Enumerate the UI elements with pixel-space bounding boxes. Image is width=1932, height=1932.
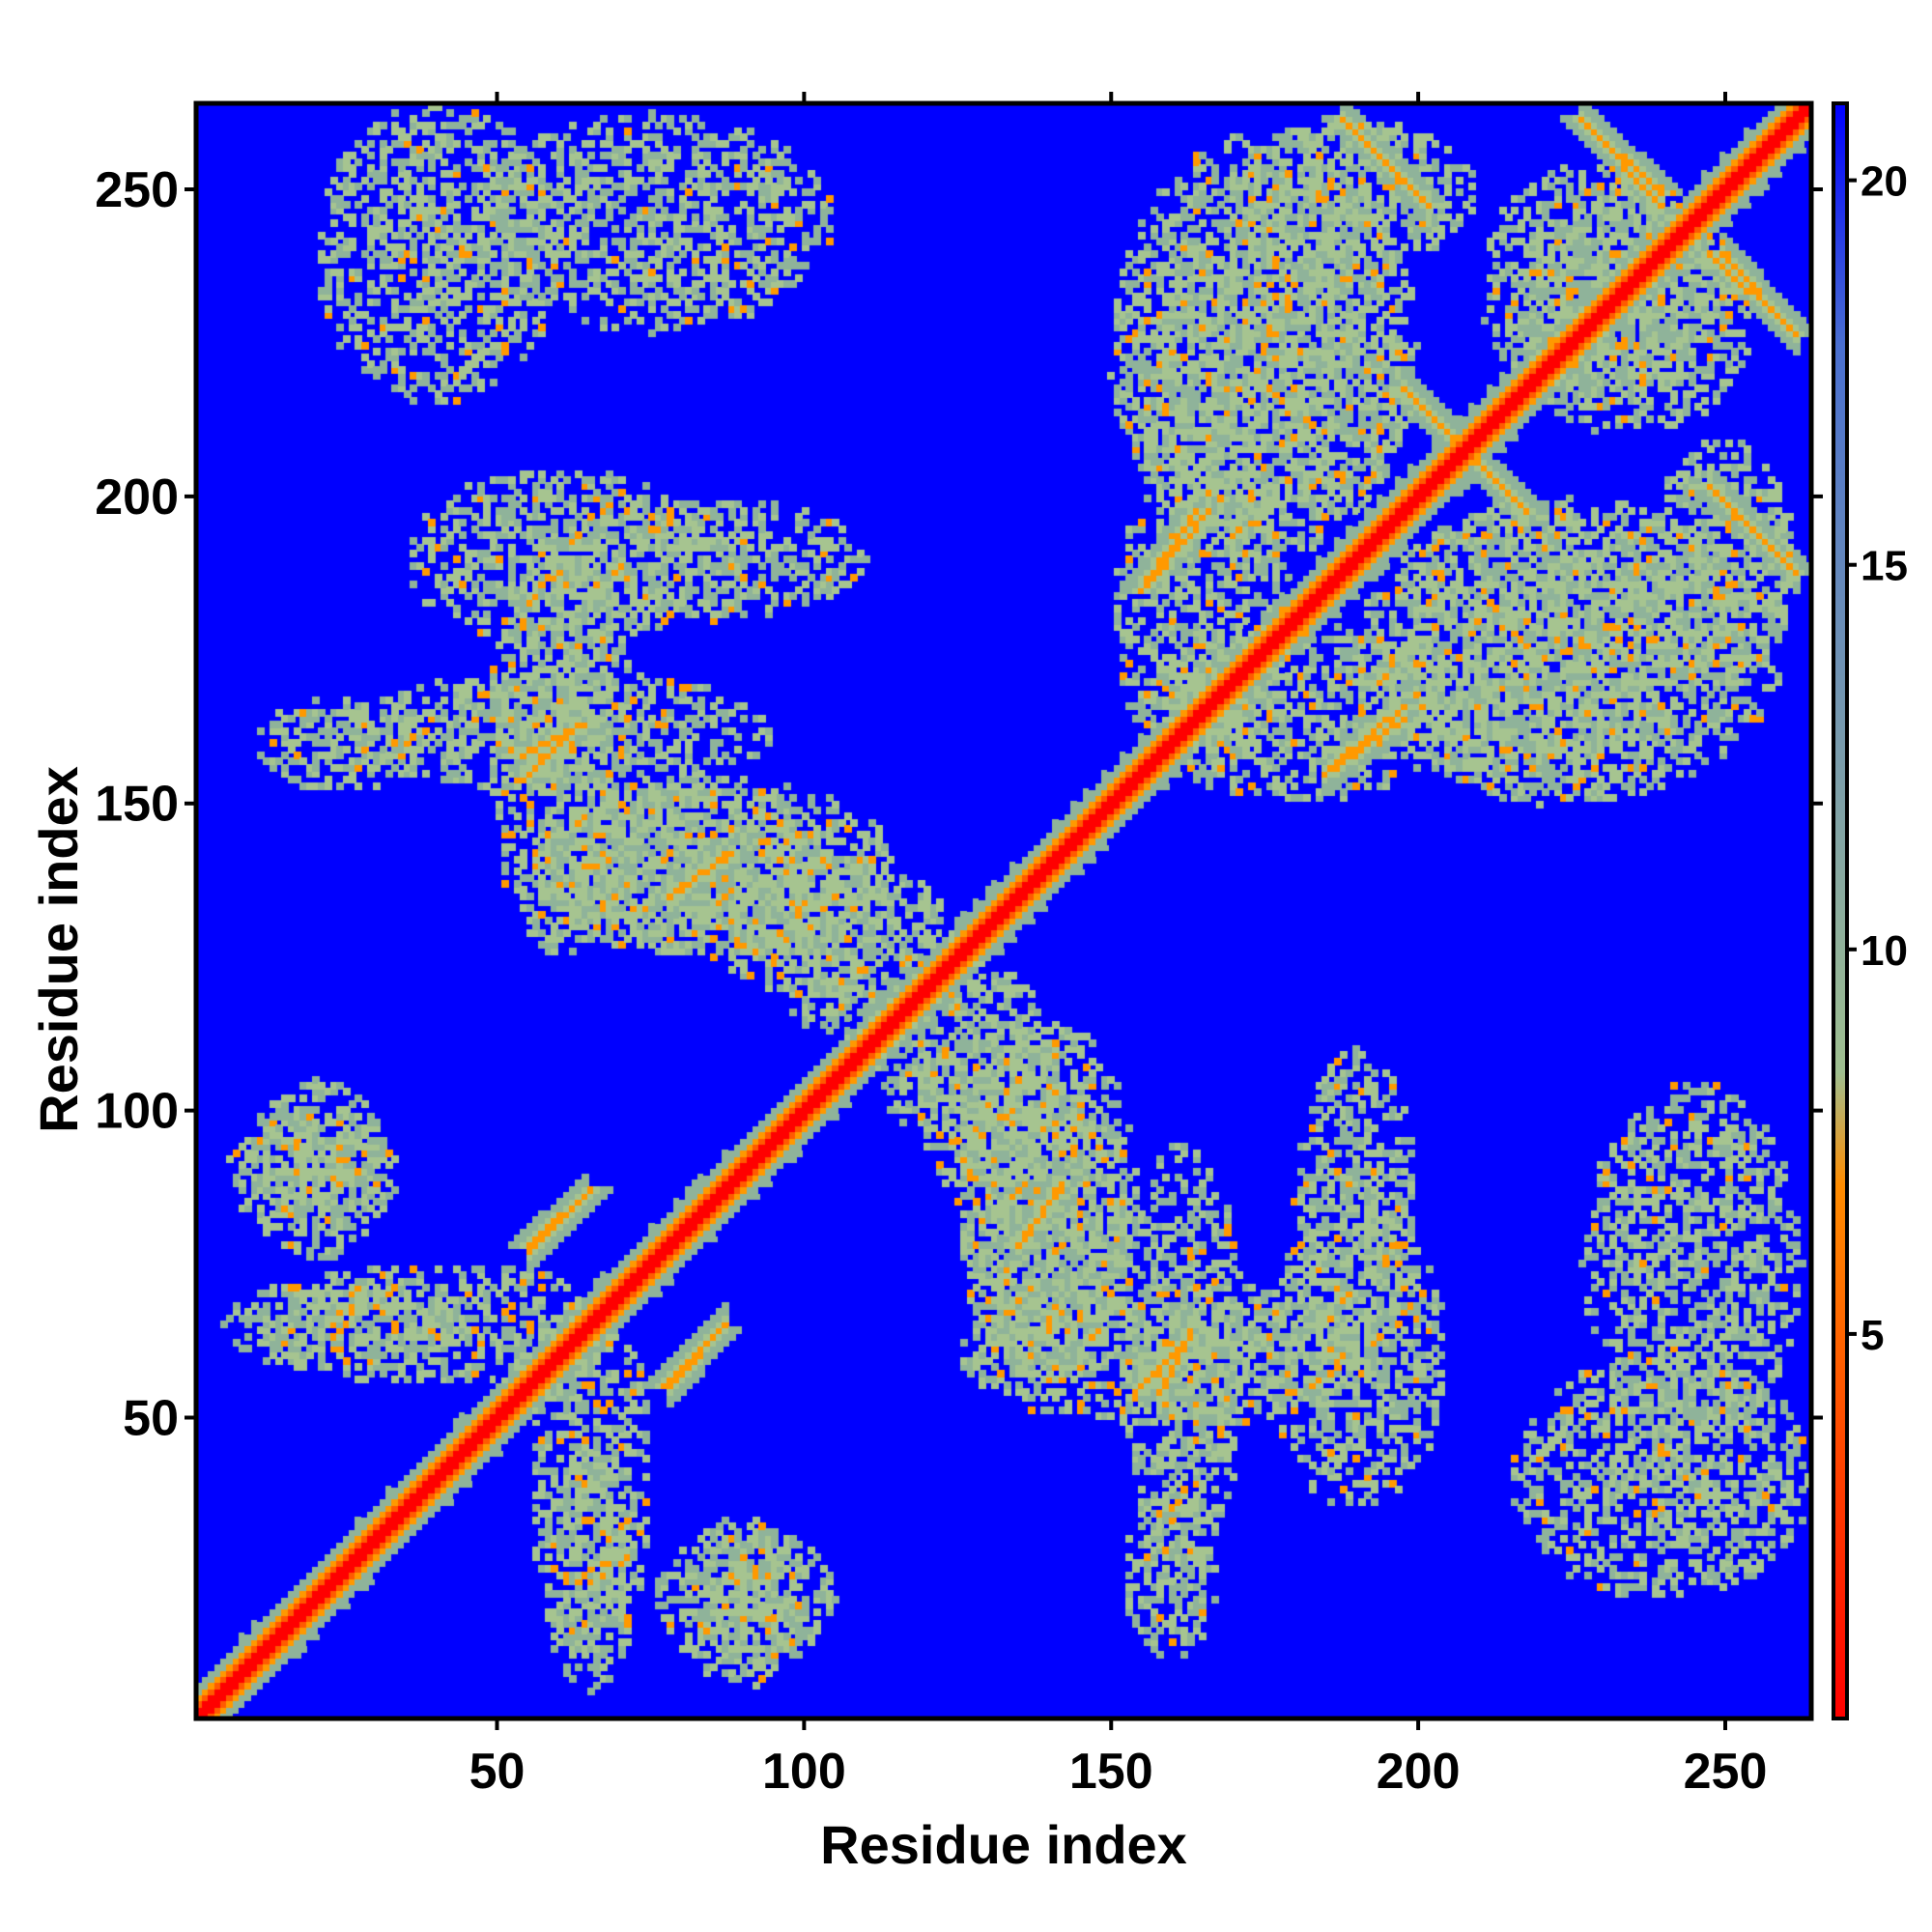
heatmap-cells-container <box>196 103 1811 1719</box>
colorbar-tick-label: 10 <box>1861 927 1908 975</box>
heatmap-plot <box>193 100 1814 1721</box>
heatmap-cells <box>196 103 1811 1719</box>
y-axis-title: Residue index <box>28 766 89 1133</box>
y-tick-label: 100 <box>95 1084 179 1140</box>
x-axis: 50 100 150 200 250 <box>469 92 1768 1800</box>
colorbar-ticks: 5 10 15 20 <box>1847 158 1908 1359</box>
y-tick-label: 50 <box>123 1390 179 1446</box>
y-tick-label: 250 <box>95 162 179 218</box>
y-axis: 50 100 150 200 250 <box>95 162 1823 1446</box>
y-tick-label: 200 <box>95 469 179 526</box>
colorbar-gradient <box>1832 101 1849 1720</box>
colorbar: 5 10 15 20 <box>1832 101 1908 1720</box>
x-tick-label: 200 <box>1377 1744 1461 1800</box>
x-axis-title: Residue index <box>820 1814 1187 1875</box>
x-tick-label: 50 <box>469 1744 526 1800</box>
colorbar-tick-label: 20 <box>1861 158 1908 206</box>
plot-frame <box>193 100 1814 1721</box>
y-tick-label: 150 <box>95 777 179 833</box>
colorbar-tick-label: 5 <box>1861 1312 1884 1359</box>
colorbar-tick-label: 15 <box>1861 543 1908 590</box>
x-tick-label: 250 <box>1684 1744 1768 1800</box>
x-tick-label: 100 <box>762 1744 846 1800</box>
x-tick-label: 150 <box>1069 1744 1153 1800</box>
